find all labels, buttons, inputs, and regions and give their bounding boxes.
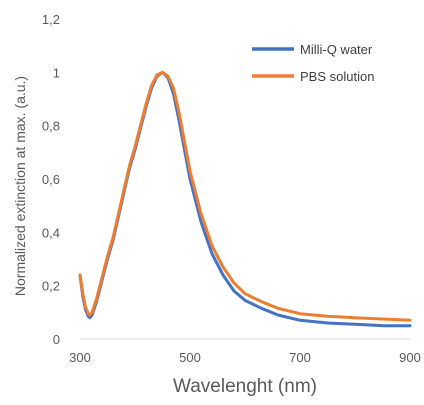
legend: Milli-Q water PBS solution bbox=[252, 42, 374, 84]
y-tick-label: 1,2 bbox=[42, 12, 60, 27]
x-axis-title: Wavelenght (nm) bbox=[173, 376, 317, 397]
y-axis-title: Normalized extinction at max. (a.u.) bbox=[12, 76, 28, 296]
series-lines bbox=[78, 70, 412, 328]
y-tick-label: 0,8 bbox=[42, 119, 60, 134]
x-tick-label: 700 bbox=[289, 350, 311, 365]
y-tick-label: 0 bbox=[53, 332, 60, 347]
x-tick-label: 500 bbox=[179, 350, 201, 365]
x-tick-label: 900 bbox=[399, 350, 421, 365]
legend-label: PBS solution bbox=[300, 69, 374, 84]
series-line-1 bbox=[78, 70, 412, 328]
y-tick-label: 1 bbox=[53, 65, 60, 80]
series-line-2 bbox=[78, 70, 412, 322]
y-axis-title-group: Normalized extinction at max. (a.u.) bbox=[12, 76, 28, 296]
y-tick-labels: 0 0,2 0,4 0,6 0,8 1 1,2 bbox=[42, 12, 60, 347]
y-tick-label: 0,4 bbox=[42, 225, 60, 240]
y-tick-label: 0,6 bbox=[42, 172, 60, 187]
x-tick-label: 300 bbox=[69, 350, 91, 365]
y-tick-label: 0,2 bbox=[42, 279, 60, 294]
x-tick-labels: 300 500 700 900 bbox=[69, 350, 421, 365]
legend-label: Milli-Q water bbox=[300, 42, 373, 57]
